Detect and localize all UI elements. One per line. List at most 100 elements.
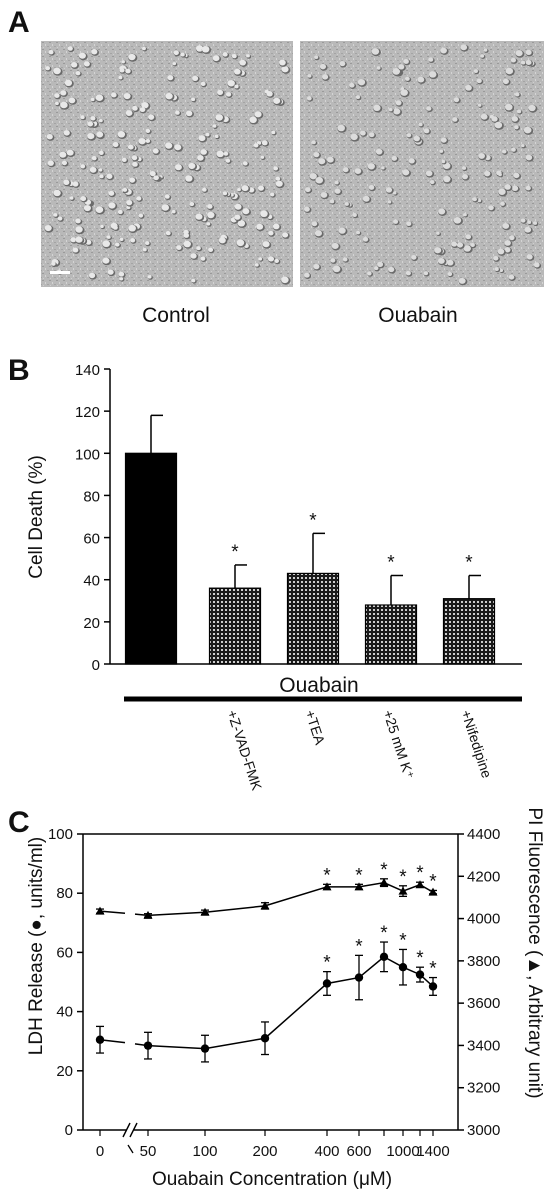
caption-ouabain: Ouabain: [378, 304, 457, 327]
data-point-triangle: [260, 901, 270, 910]
x-tick-label: 0: [96, 1143, 104, 1160]
x-tick-label: 200: [252, 1143, 277, 1160]
data-point-triangle: [428, 887, 438, 896]
data-point-circle: [200, 1044, 210, 1053]
caption-control: Control: [142, 304, 210, 327]
panel-c-right-axis-title: PI Fluorescence (▲, Arbitrary unit): [524, 807, 545, 1098]
bar: [364, 604, 418, 665]
data-point-triangle: [95, 906, 105, 915]
x-tick-label: 400: [314, 1143, 339, 1160]
axis-break-marker: [127, 1144, 134, 1154]
significance-marker: *: [355, 936, 363, 957]
x-tick-label: 1000: [386, 1143, 419, 1160]
y-tick-label: 140: [75, 362, 100, 379]
y-tick-label: 120: [75, 404, 100, 421]
right-y-tick-label: 3400: [467, 1037, 500, 1054]
significance-marker: *: [355, 865, 363, 886]
x-tick-label: 50: [140, 1143, 157, 1160]
category-label: +25 mM K⁺: [380, 708, 417, 781]
data-point-triangle: [354, 882, 364, 891]
x-tick-label: 600: [346, 1143, 371, 1160]
right-y-tick-label: 4200: [467, 868, 500, 885]
x-tick-label: 100: [192, 1143, 217, 1160]
data-point-triangle: [200, 907, 210, 916]
panel-b-letter: B: [8, 354, 30, 387]
series-line: [134, 881, 434, 917]
significance-marker: *: [416, 863, 424, 884]
data-point-triangle: [415, 880, 425, 889]
panel-c-left-axis-title: LDH Release (●, units/ml): [26, 837, 47, 1055]
y-tick-label: 40: [83, 573, 100, 590]
micrograph-ouabain: [300, 41, 544, 287]
left-y-tick-label: 40: [56, 1004, 73, 1021]
significance-marker: *: [399, 930, 407, 951]
significance-marker: *: [380, 860, 388, 881]
significance-marker: *: [309, 510, 317, 531]
panel-c-x-axis-title: Ouabain Concentration (μM): [152, 1169, 392, 1190]
panel-c-axes: 0204060801003000320034003600380040004200…: [48, 826, 500, 1160]
significance-marker: *: [387, 553, 395, 574]
data-point-triangle: [398, 886, 408, 895]
y-tick-label: 0: [92, 657, 100, 674]
bar: [208, 587, 262, 665]
data-point-circle: [322, 979, 332, 988]
right-y-tick-label: 3800: [467, 953, 500, 970]
data-point-circle: [415, 970, 425, 979]
panel-c-series: *** ** ** * * * * *: [95, 860, 438, 1063]
category-label: +TEA: [302, 708, 328, 747]
left-y-tick-label: 20: [56, 1063, 73, 1080]
right-y-tick-label: 3600: [467, 995, 500, 1012]
significance-marker: *: [323, 953, 331, 974]
data-point-triangle: [143, 910, 153, 919]
data-point-circle: [398, 963, 408, 972]
series-line: [134, 955, 434, 1050]
significance-marker: *: [416, 948, 424, 969]
panel-b-y-axis-title: Cell Death (%): [26, 455, 47, 579]
right-y-tick-label: 3200: [467, 1080, 500, 1097]
x-tick-label: 1400: [416, 1143, 449, 1160]
data-point-circle: [143, 1041, 153, 1050]
significance-marker: *: [231, 542, 239, 563]
significance-marker: *: [380, 923, 388, 944]
panel-c: C 02040608010030003200340036003800400042…: [8, 806, 545, 1190]
right-y-tick-label: 4000: [467, 911, 500, 928]
y-tick-label: 100: [75, 446, 100, 463]
category-label: +Nifedipine: [458, 708, 495, 780]
category-label: +Z-VAD-FMK: [224, 708, 265, 793]
axis-break-marker: [122, 1122, 138, 1138]
panel-c-letter: C: [8, 806, 30, 839]
left-y-tick-label: 60: [56, 944, 73, 961]
data-point-triangle: [379, 878, 389, 887]
left-y-tick-label: 100: [48, 826, 73, 843]
right-y-tick-label: 4400: [467, 826, 500, 843]
series-line: [99, 910, 126, 915]
bar: [286, 572, 340, 665]
bar: [442, 598, 496, 665]
ouabain-group-label: Ouabain: [279, 674, 358, 697]
panel-b-bars: * +Z-VAD-FMK * +TEA * +25 mM K⁺ * +Nifedipine: [124, 414, 496, 793]
significance-marker: *: [429, 871, 437, 892]
left-y-tick-label: 80: [56, 885, 73, 902]
significance-marker: *: [465, 553, 473, 574]
significance-marker: *: [323, 865, 331, 886]
y-tick-label: 20: [83, 615, 100, 632]
right-y-tick-label: 3000: [467, 1122, 500, 1139]
data-point-circle: [428, 982, 438, 991]
left-y-tick-label: 0: [65, 1122, 73, 1139]
data-point-triangle: [322, 882, 332, 891]
panel-a: A Control Ouabain: [8, 6, 544, 327]
y-tick-label: 80: [83, 488, 100, 505]
significance-marker: *: [399, 867, 407, 888]
data-point-circle: [95, 1035, 105, 1044]
data-point-circle: [379, 952, 389, 962]
panel-b: B 0 20 40 60 80 100 120 140 * +Z-VAD-FMK * +TEA * +2…: [8, 354, 522, 793]
panel-a-letter: A: [8, 6, 30, 39]
data-point-circle: [354, 973, 364, 982]
y-tick-label: 60: [83, 531, 100, 548]
micrograph-control: [41, 41, 293, 287]
scale-bar: [50, 271, 70, 274]
bar: [124, 452, 178, 665]
significance-marker: *: [429, 959, 437, 980]
data-point-circle: [260, 1034, 270, 1043]
